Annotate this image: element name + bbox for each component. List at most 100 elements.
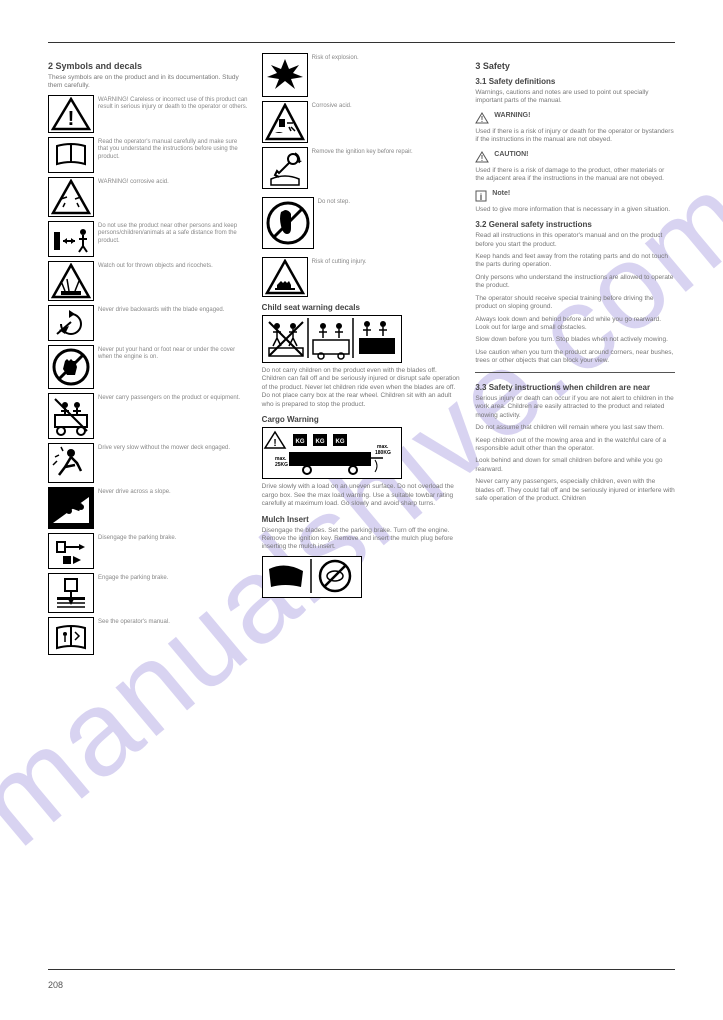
row-no-hand-text: Never put your hand or foot near or unde…	[98, 345, 248, 362]
column-3: 3 Safety 3.1 Safety definitions Warnings…	[475, 53, 675, 659]
caution-small-icon: !	[475, 151, 489, 165]
no-hand-circle-icon	[48, 345, 94, 389]
row-slope: MAX 20 % Never drive across a slope.	[48, 487, 248, 529]
row-remove-key-text: Remove the ignition key before repair.	[312, 147, 413, 157]
top-rule	[48, 42, 675, 43]
row-passenger-text: Never carry passengers on the product or…	[98, 393, 240, 403]
row-thrown: Watch out for thrown objects and ricoche…	[48, 261, 248, 301]
row-thrown-text: Watch out for thrown objects and ricoche…	[98, 261, 213, 271]
cargo-title: Cargo Warning	[262, 415, 462, 424]
park-brake-off-icon	[48, 533, 94, 569]
row-brake-off-text: Disengage the parking brake.	[98, 533, 176, 543]
label-warning: ! WARNING! Used if there is a risk of in…	[475, 112, 675, 145]
warning-triangle-icon: !	[48, 95, 94, 133]
mulch-insert-icon	[262, 556, 362, 598]
definitions-text: Warnings, cautions and notes are used to…	[475, 89, 675, 106]
svg-text:!: !	[68, 108, 75, 130]
read-manual-icon	[48, 137, 94, 173]
svg-text:!: !	[273, 438, 276, 449]
child-seat-text: Do not carry children on the product eve…	[262, 367, 462, 409]
general-item-1: Keep hands and feet away from the rotati…	[475, 253, 675, 270]
column-2: Risk of explosion. Corrosive acid. Remov…	[262, 53, 462, 659]
svg-text:!: !	[481, 115, 483, 124]
general-item-3: The operator should receive special trai…	[475, 295, 675, 312]
row-corrosive: WARNING! corrosive acid.	[48, 177, 248, 217]
slope-max20-icon: MAX 20 %	[48, 487, 94, 529]
remove-key-icon	[262, 147, 308, 189]
cargo-warning-icon: ! KG KG KG max. 25KG max. 180KG	[262, 427, 402, 479]
acid-triangle-icon	[262, 101, 308, 143]
row-acid-text: Corrosive acid.	[312, 101, 352, 111]
row-slip: Drive very slow without the mower deck e…	[48, 443, 248, 483]
safety-title: 3 Safety	[475, 61, 675, 71]
row-explosion-text: Risk of explosion.	[312, 53, 359, 63]
row-acid: Corrosive acid.	[262, 101, 462, 143]
park-brake-on-icon	[48, 573, 94, 613]
children-item-3: Look behind and down for small children …	[475, 457, 675, 474]
row-brake-on: Engage the parking brake.	[48, 573, 248, 613]
row-no-hand: Never put your hand or foot near or unde…	[48, 345, 248, 389]
row-no-reverse: Never drive backwards with the blade eng…	[48, 305, 248, 341]
general-item-2: Only persons who understand the instruct…	[475, 274, 675, 291]
thrown-objects-triangle-icon	[48, 261, 94, 301]
mulch-text: Disengage the blades. Set the parking br…	[262, 527, 462, 552]
page-container: 2 Symbols and decals These symbols are o…	[0, 0, 723, 1020]
label-note: i Note! Used to give more information th…	[475, 190, 675, 214]
label-note-title: Note!	[492, 190, 510, 197]
child-seat-icon	[262, 315, 402, 363]
row-no-step-text: Do not step.	[318, 197, 350, 207]
svg-text:KG: KG	[315, 439, 324, 445]
definitions-title: 3.1 Safety definitions	[475, 77, 675, 86]
no-step-circle-icon	[262, 197, 314, 249]
row-passenger: Never carry passengers on the product or…	[48, 393, 248, 439]
svg-text:25KG: 25KG	[275, 462, 288, 468]
general-item-4: Always look down and behind before and w…	[475, 316, 675, 333]
symbols-intro: These symbols are on the product and in …	[48, 74, 248, 91]
general-item-5: Slow down before you turn. Stop blades w…	[475, 336, 675, 344]
page-number: 208	[48, 980, 63, 990]
info-small-icon: i	[475, 190, 487, 204]
svg-text:i: i	[480, 192, 483, 202]
svg-text:MAX 20 %: MAX 20 %	[63, 519, 87, 525]
row-corrosive-text: WARNING! corrosive acid.	[98, 177, 169, 187]
label-caution-title: CAUTION!	[494, 151, 528, 158]
label-caution-text: Used if there is a risk of damage to the…	[475, 167, 675, 184]
general-item-0: Read all instructions in this operator's…	[475, 232, 675, 249]
bottom-rule	[48, 969, 675, 970]
row-hand-injury-text: Risk of cutting injury.	[312, 257, 367, 267]
maintenance-manual-icon	[48, 617, 94, 655]
row-no-reverse-text: Never drive backwards with the blade eng…	[98, 305, 224, 315]
row-no-step: Do not step.	[262, 197, 462, 249]
divider	[475, 372, 675, 373]
column-1: 2 Symbols and decals These symbols are o…	[48, 53, 248, 659]
row-keep-distance: Do not use the product near other person…	[48, 221, 248, 257]
row-slope-text: Never drive across a slope.	[98, 487, 171, 497]
children-item-2: Keep children out of the mowing area and…	[475, 437, 675, 454]
svg-text:KG: KG	[295, 439, 304, 445]
row-brake-on-text: Engage the parking brake.	[98, 573, 168, 583]
row-warning-text: WARNING! Careless or incorrect use of th…	[98, 95, 248, 112]
row-keep-distance-text: Do not use the product near other person…	[98, 221, 248, 246]
children-item-0: Serious injury or death can occur if you…	[475, 395, 675, 420]
general-title: 3.2 General safety instructions	[475, 220, 675, 229]
warning-small-icon: !	[475, 112, 489, 126]
row-read-manual-text: Read the operator's manual carefully and…	[98, 137, 248, 162]
children-item-4: Never carry any passengers, especially c…	[475, 478, 675, 503]
explosion-icon	[262, 53, 308, 97]
svg-text:!: !	[481, 154, 483, 163]
slip-running-icon	[48, 443, 94, 483]
row-maint-manual: See the operator's manual.	[48, 617, 248, 655]
cargo-text: Drive slowly with a load on an uneven su…	[262, 483, 462, 508]
row-remove-key: Remove the ignition key before repair.	[262, 147, 462, 189]
columns-wrapper: 2 Symbols and decals These symbols are o…	[48, 53, 675, 659]
row-brake-off: Disengage the parking brake.	[48, 533, 248, 569]
row-warning: ! WARNING! Careless or incorrect use of …	[48, 95, 248, 133]
children-title: 3.3 Safety instructions when children ar…	[475, 383, 675, 392]
hand-injury-triangle-icon	[262, 257, 308, 297]
label-warning-text: Used if there is a risk of injury or dea…	[475, 128, 675, 145]
label-caution: ! CAUTION! Used if there is a risk of da…	[475, 151, 675, 184]
row-read-manual: Read the operator's manual carefully and…	[48, 137, 248, 173]
row-hand-injury: Risk of cutting injury.	[262, 257, 462, 297]
children-item-1: Do not assume that children will remain …	[475, 424, 675, 432]
svg-text:180KG: 180KG	[375, 450, 391, 456]
